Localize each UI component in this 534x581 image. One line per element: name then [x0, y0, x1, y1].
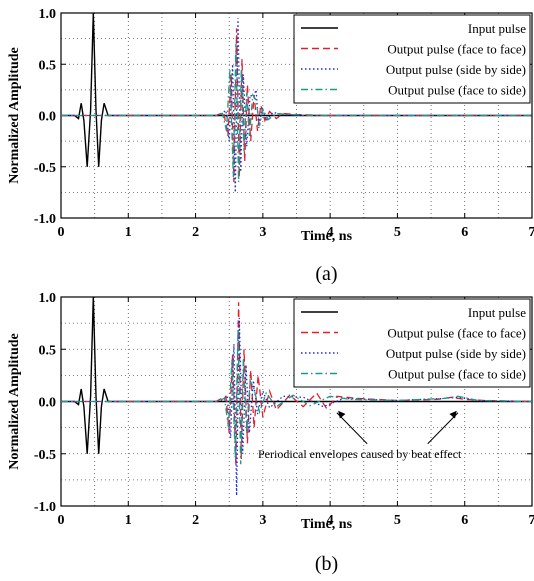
y-axis-label: Normalized Amplitude [7, 333, 22, 470]
x-tick-label: 0 [58, 225, 65, 240]
x-tick-label: 0 [58, 513, 65, 528]
legend-label: Input pulse [468, 305, 526, 320]
annotation-arrowhead [449, 410, 457, 419]
legend-box [293, 298, 531, 388]
x-axis-label: Time, ns [301, 229, 353, 244]
annotation-arrowhead [338, 410, 346, 419]
x-tick-label: 2 [192, 513, 199, 528]
legend: Input pulse Output pulse (face to face) Ou… [293, 14, 531, 104]
x-tick-label: 3 [259, 225, 266, 240]
series-line-3 [61, 43, 532, 183]
legend-box [293, 14, 531, 104]
annotation-arrow [427, 412, 459, 445]
y-tick-label: 0.0 [39, 396, 57, 411]
legend-label: Output pulse (side by side) [386, 62, 526, 77]
chart-panel-a: 0 1 2 3 4 5 6 7 -1.0 -0.5 0.0 0.5 1.0 Input pulse Outp… [7, 7, 534, 285]
y-tick-label: -1.0 [34, 500, 56, 515]
y-axis-label: Normalized Amplitude [7, 47, 22, 184]
chart-panel-b: 0 1 2 3 4 5 6 7 -1.0 -0.5 0.0 0.5 1.0 Input pulse Outp… [7, 291, 534, 575]
legend-label: Output pulse (face to side) [388, 367, 526, 382]
y-tick-label: 0.5 [39, 343, 57, 358]
panel-label: (a) [315, 263, 337, 285]
legend-label: Output pulse (face to side) [388, 83, 526, 98]
x-tick-label: 5 [394, 225, 401, 240]
x-axis-label: Time, ns [301, 517, 353, 532]
x-tick-label: 4 [327, 225, 334, 240]
series-line-2 [61, 18, 532, 193]
legend: Input pulse Output pulse (face to face) Ou… [293, 298, 531, 388]
legend-label: Input pulse [468, 21, 526, 36]
y-tick-label: 0.5 [39, 58, 57, 73]
x-tick-label: 6 [461, 225, 468, 240]
y-tick-label: -1.0 [34, 212, 56, 227]
legend-label: Output pulse (face to face) [387, 326, 526, 341]
x-tick-label: 5 [394, 513, 401, 528]
y-tick-label: 0.0 [39, 110, 57, 125]
panel-label: (b) [315, 553, 338, 575]
x-tick-label: 7 [529, 513, 534, 528]
x-tick-label: 1 [125, 513, 132, 528]
x-tick-label: 3 [259, 513, 266, 528]
y-tick-label: 1.0 [39, 291, 57, 306]
x-tick-label: 2 [192, 225, 199, 240]
y-tick-label: 1.0 [39, 7, 57, 22]
annotation-arrow [336, 412, 368, 445]
x-tick-label: 7 [529, 225, 534, 240]
annotation-text: Periodical envelopes caused by beat effe… [258, 447, 462, 461]
series-line-3 [61, 328, 533, 465]
x-tick-label: 6 [461, 513, 468, 528]
legend-label: Output pulse (side by side) [386, 346, 526, 361]
legend-label: Output pulse (face to face) [387, 42, 526, 57]
y-tick-label: -0.5 [34, 448, 56, 463]
y-tick-label: -0.5 [34, 161, 56, 176]
x-tick-label: 1 [125, 225, 132, 240]
x-tick-label: 4 [327, 513, 334, 528]
